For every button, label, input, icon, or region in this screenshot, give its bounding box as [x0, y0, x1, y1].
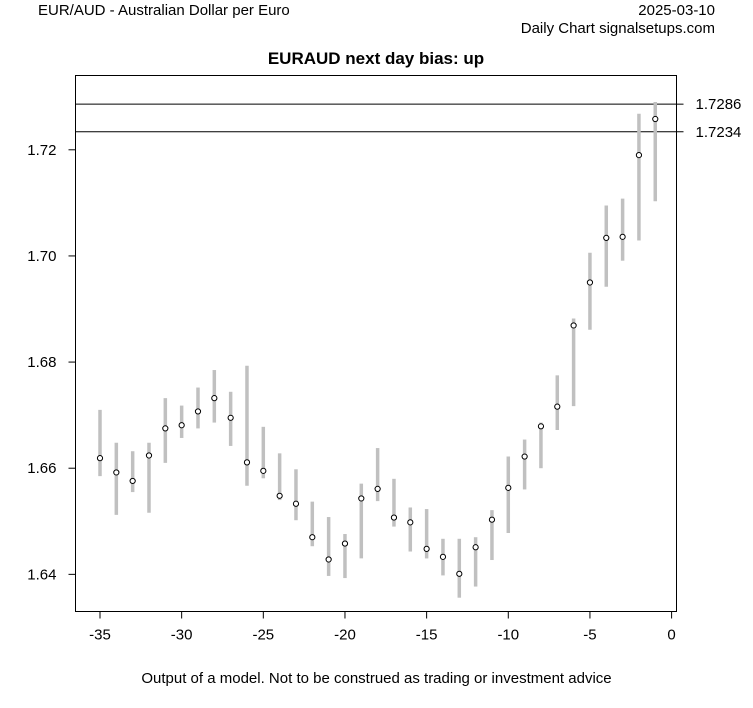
- close-point: [162, 425, 169, 432]
- close-point: [537, 423, 545, 430]
- close-point: [325, 556, 332, 563]
- close-point: [292, 500, 300, 507]
- x-tick-label: -15: [416, 627, 438, 644]
- close-point: [603, 234, 610, 241]
- chart-date: 2025-03-10: [638, 2, 715, 19]
- close-point: [178, 422, 185, 429]
- close-point: [227, 414, 234, 421]
- close-point: [554, 403, 561, 410]
- close-point: [341, 540, 349, 547]
- close-point: [619, 233, 626, 240]
- y-tick-label: 1.70: [27, 248, 56, 265]
- close-point: [96, 455, 104, 462]
- close-point: [586, 279, 594, 286]
- close-point: [635, 152, 643, 159]
- disclaimer: Output of a model. Not to be construed a…: [141, 670, 612, 687]
- close-point: [423, 545, 430, 552]
- close-point: [243, 459, 251, 466]
- close-point: [652, 115, 659, 123]
- level-label: 1.7286: [696, 96, 742, 113]
- y-tick-label: 1.68: [27, 354, 56, 371]
- close-point: [374, 485, 381, 493]
- close-point: [505, 484, 512, 491]
- instrument-label: EUR/AUD - Australian Dollar per Euro: [38, 2, 290, 19]
- close-point: [309, 534, 316, 541]
- close-point: [129, 477, 136, 485]
- chart-source: Daily Chart signalsetups.com: [520, 20, 715, 37]
- close-point: [472, 544, 479, 551]
- close-point: [145, 452, 153, 459]
- x-tick-label: -25: [252, 627, 274, 644]
- close-point: [194, 408, 202, 415]
- close-point: [407, 519, 414, 526]
- close-point: [456, 570, 463, 577]
- x-tick-label: -10: [497, 627, 519, 644]
- close-point: [260, 467, 267, 474]
- close-point: [211, 395, 218, 402]
- x-tick-label: -20: [334, 627, 356, 644]
- y-tick-label: 1.66: [27, 460, 56, 477]
- x-tick-label: -35: [89, 627, 111, 644]
- close-point: [390, 514, 398, 521]
- y-tick-label: 1.72: [27, 142, 56, 159]
- close-point: [439, 553, 447, 560]
- level-label: 1.7234: [696, 124, 742, 141]
- close-point: [488, 516, 496, 523]
- close-point: [276, 492, 283, 499]
- plot-frame: [75, 75, 677, 612]
- y-tick-label: 1.64: [27, 566, 56, 583]
- x-tick-label: -5: [583, 627, 596, 644]
- close-point: [570, 322, 577, 329]
- close-point: [521, 453, 528, 460]
- close-point: [113, 469, 120, 476]
- close-point: [358, 495, 365, 502]
- x-tick-label: 0: [667, 627, 675, 644]
- chart-title: EURAUD next day bias: up: [267, 49, 485, 68]
- x-tick-label: -30: [171, 627, 193, 644]
